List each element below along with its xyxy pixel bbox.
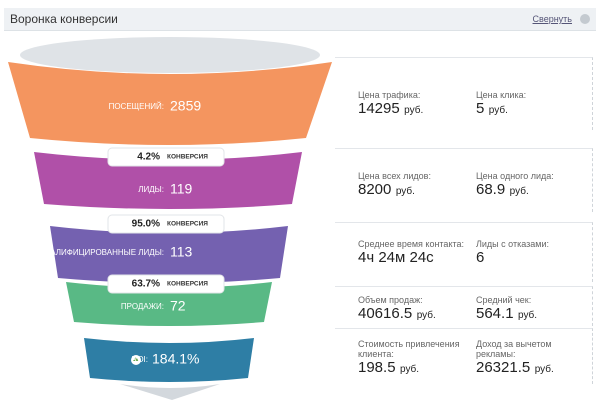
- metric: Цена всех лидов: 8200 руб.: [358, 171, 466, 199]
- metric-value: 14295: [358, 100, 400, 117]
- metric-row: Цена всех лидов: 8200 руб. Цена одного лид…: [335, 148, 593, 212]
- metric-unit: руб.: [488, 105, 508, 116]
- metric-value-line: 564.1 руб.: [476, 305, 586, 323]
- conversion-pill: [107, 274, 225, 294]
- metric-value: 40616.5: [358, 305, 413, 322]
- metric-label: Стоимость привлечения клиента:: [358, 339, 460, 359]
- conversion-value: 63.7%: [132, 279, 160, 290]
- metric-unit: руб.: [416, 310, 436, 321]
- stage-label: ПРОДАЖИ:: [121, 302, 164, 311]
- stage-label: КВАЛИФИЦИРОВАННЫЕ ЛИДЫ:: [41, 248, 164, 257]
- funnel-tip: [120, 384, 220, 400]
- metric-label: Объем продаж:: [358, 295, 423, 305]
- metric-value: 26321.5: [476, 359, 531, 376]
- metric-value-line: 68.9 руб.: [476, 181, 586, 199]
- metric-value: 68.9: [476, 181, 506, 198]
- metric-value: 564.1: [476, 305, 514, 322]
- metric-value-line: 6: [476, 249, 586, 267]
- metric-label: Цена трафика:: [358, 90, 421, 100]
- conversion-pill: [107, 214, 225, 234]
- metric: Цена одного лида: 68.9 руб.: [476, 171, 586, 199]
- stage-band: [84, 338, 254, 382]
- metric-value-line: 5 руб.: [476, 100, 586, 118]
- stage-band: [34, 152, 302, 209]
- metric-value-line: 198.5 руб.: [358, 359, 466, 377]
- metric-value: 198.5: [358, 359, 396, 376]
- metric-unit: руб.: [395, 186, 415, 197]
- metric-value: 8200: [358, 181, 392, 198]
- stage-value: 113: [170, 244, 193, 260]
- metric-label: Доход за вычетом рекламы:: [476, 339, 552, 359]
- stage-band: [50, 226, 288, 283]
- metric-unit: руб.: [404, 105, 424, 116]
- metric: Средний чек: 564.1 руб.: [476, 295, 586, 323]
- metric: Цена трафика: 14295 руб.: [358, 90, 466, 118]
- metric: Стоимость привлечения клиента: 198.5 руб.: [358, 339, 466, 377]
- metric-value-line: 4ч 24м 24с: [358, 249, 466, 267]
- conversion-label: КОНВЕРСИЯ: [167, 154, 208, 161]
- stage-label: ЛИДЫ:: [138, 185, 164, 194]
- metric: Цена клика: 5 руб.: [476, 90, 586, 118]
- metric-label: Средний чек:: [476, 295, 532, 305]
- metric-value: 6: [476, 249, 485, 266]
- conversion-value: 95.0%: [132, 219, 160, 230]
- metric-value: 5: [476, 100, 485, 117]
- metric-value: 4ч 24м 24с: [358, 249, 434, 266]
- stage-value: 72: [170, 298, 186, 314]
- metric-row: Стоимость привлечения клиента: 198.5 руб.…: [335, 328, 593, 384]
- metric-value-line: 40616.5 руб.: [358, 305, 466, 323]
- metric-label: Лиды с отказами:: [476, 239, 549, 249]
- metric-value-line: 14295 руб.: [358, 100, 466, 118]
- metric-label: Цена одного лида:: [476, 171, 554, 181]
- stage-label: ПОСЕЩЕНИЙ:: [109, 102, 164, 111]
- metric-unit: руб.: [534, 364, 554, 375]
- metric-row: Цена трафика: 14295 руб. Цена клика: 5 руб.: [335, 57, 593, 130]
- conversion-label: КОНВЕРСИЯ: [167, 281, 208, 288]
- conversion-label: КОНВЕРСИЯ: [167, 221, 208, 228]
- stage-value: 2859: [170, 98, 201, 114]
- stage-band: [8, 62, 332, 145]
- metric-unit: руб.: [509, 186, 529, 197]
- stage-label: ROI:: [132, 355, 148, 364]
- metric-label: Цена всех лидов:: [358, 171, 431, 181]
- metric-unit: руб.: [400, 364, 420, 375]
- header: Воронка конверсии Свернуть: [4, 8, 596, 31]
- stage-value: 184.1%: [152, 351, 199, 367]
- collapse-link[interactable]: Свернуть: [532, 14, 572, 24]
- metric: Лиды с отказами: 6: [476, 239, 586, 267]
- metric: Объем продаж: 40616.5 руб.: [358, 295, 466, 323]
- stage-value: 119: [170, 181, 193, 197]
- metric-label: Среднее время контакта:: [358, 239, 465, 249]
- metric-row: Объем продаж: 40616.5 руб. Средний чек: 564…: [335, 286, 593, 326]
- metric-label: Цена клика:: [476, 90, 527, 100]
- roi-icon-arrow: [133, 357, 139, 361]
- funnel-top: [20, 37, 320, 73]
- metric: Среднее время контакта: 4ч 24м 24с: [358, 239, 466, 267]
- metric-value-line: 8200 руб.: [358, 181, 466, 199]
- conversion-value: 4.2%: [137, 152, 160, 163]
- metric-unit: руб.: [518, 310, 538, 321]
- conversion-pill: [107, 147, 225, 167]
- metric-row: Среднее время контакта: 4ч 24м 24с Лиды с …: [335, 222, 593, 282]
- title: Воронка конверсии: [10, 12, 118, 26]
- metric-value-line: 26321.5 руб.: [476, 359, 586, 377]
- collapse-icon[interactable]: [580, 14, 590, 24]
- metric: Доход за вычетом рекламы: 26321.5 руб.: [476, 339, 586, 377]
